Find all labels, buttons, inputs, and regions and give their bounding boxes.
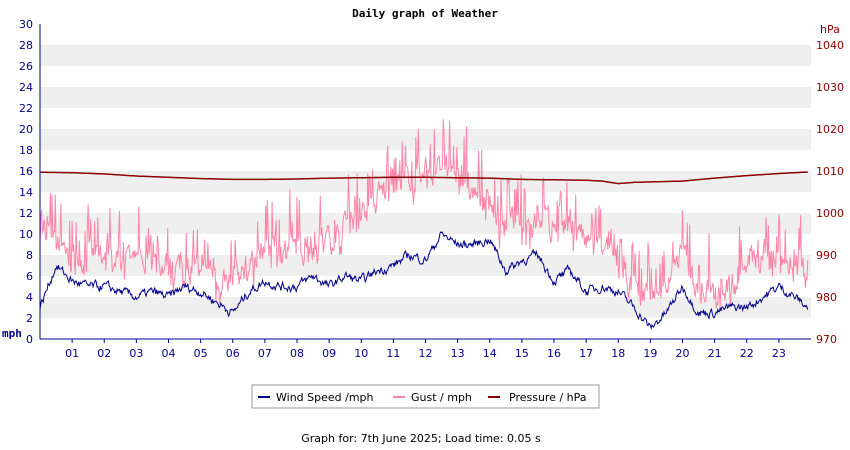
right-tick-label: 970 [816, 333, 837, 346]
axes [39, 24, 811, 343]
left-tick-label: 4 [26, 291, 33, 304]
left-tick-label: 22 [19, 102, 33, 115]
left-tick-label: 2 [26, 312, 33, 325]
x-tick-label: 04 [162, 347, 176, 360]
x-tick-label: 20 [676, 347, 690, 360]
left-tick-label: 14 [19, 186, 33, 199]
left-tick-label: 12 [19, 207, 33, 220]
right-tick-label: 1040 [816, 39, 844, 52]
wind-speed-line [39, 231, 809, 331]
x-tick-label: 10 [354, 347, 368, 360]
footer-text: Graph for: 7th June 2025; Load time: 0.0… [301, 432, 541, 445]
x-axis-ticks: 01 02 03 04 05 06 07 08 09 10 11 12 13 14 15 16 17 18 19 20… [65, 347, 786, 360]
x-tick-label: 23 [772, 347, 786, 360]
left-tick-label: 24 [19, 81, 33, 94]
left-tick-label: 6 [26, 270, 33, 283]
x-tick-label: 14 [483, 347, 497, 360]
pressure-series [40, 171, 808, 185]
x-tick-label: 07 [258, 347, 272, 360]
left-axis-unit: mph [2, 327, 22, 340]
grid-band [40, 87, 811, 108]
grid-band [40, 129, 811, 150]
grid-band [40, 297, 811, 318]
left-tick-label: 8 [26, 249, 33, 262]
pressure-line [40, 171, 808, 185]
x-tick-label: 06 [226, 347, 240, 360]
x-tick-label: 21 [708, 347, 722, 360]
x-tick-label: 18 [611, 347, 625, 360]
left-tick-label: 28 [19, 39, 33, 52]
x-tick-label: 22 [740, 347, 754, 360]
x-tick-label: 16 [547, 347, 561, 360]
wind-speed-series [39, 231, 809, 331]
x-tick-label: 17 [579, 347, 593, 360]
x-tick-label: 12 [419, 347, 433, 360]
x-tick-label: 19 [643, 347, 657, 360]
left-tick-label: 18 [19, 144, 33, 157]
x-tick-label: 01 [65, 347, 79, 360]
chart-title: Daily graph of Weather [352, 7, 498, 20]
legend-label-pressure: Pressure / hPa [509, 391, 587, 404]
x-tick-label: 03 [129, 347, 143, 360]
right-tick-label: 1000 [816, 207, 844, 220]
grid-band [40, 213, 811, 234]
x-tick-label: 02 [97, 347, 111, 360]
left-tick-label: 20 [19, 123, 33, 136]
grid-band [40, 45, 811, 66]
x-tick-label: 13 [451, 347, 465, 360]
grid-band [40, 171, 811, 192]
right-axis-unit: hPa [820, 23, 840, 36]
legend-label-wind: Wind Speed /mph [276, 391, 374, 404]
right-tick-label: 980 [816, 291, 837, 304]
legend-box [251, 384, 600, 409]
right-tick-label: 1020 [816, 123, 844, 136]
legend: Wind Speed /mph Gust / mph Pressure / hP… [251, 384, 600, 409]
x-tick-label: 15 [515, 347, 529, 360]
left-tick-label: 30 [19, 18, 33, 31]
left-tick-label: 26 [19, 60, 33, 73]
right-tick-label: 1030 [816, 81, 844, 94]
x-tick-label: 11 [386, 347, 400, 360]
x-tick-label: 05 [194, 347, 208, 360]
x-tick-label: 08 [290, 347, 304, 360]
right-tick-label: 1010 [816, 165, 844, 178]
left-tick-label: 10 [19, 228, 33, 241]
legend-label-gust: Gust / mph [411, 391, 472, 404]
x-tick-label: 09 [322, 347, 336, 360]
right-tick-label: 990 [816, 249, 837, 262]
left-tick-label: 16 [19, 165, 33, 178]
right-axis-ticks: 970 980 990 1000 1010 1020 1030 1040 [816, 39, 844, 346]
left-tick-label: 0 [26, 333, 33, 346]
